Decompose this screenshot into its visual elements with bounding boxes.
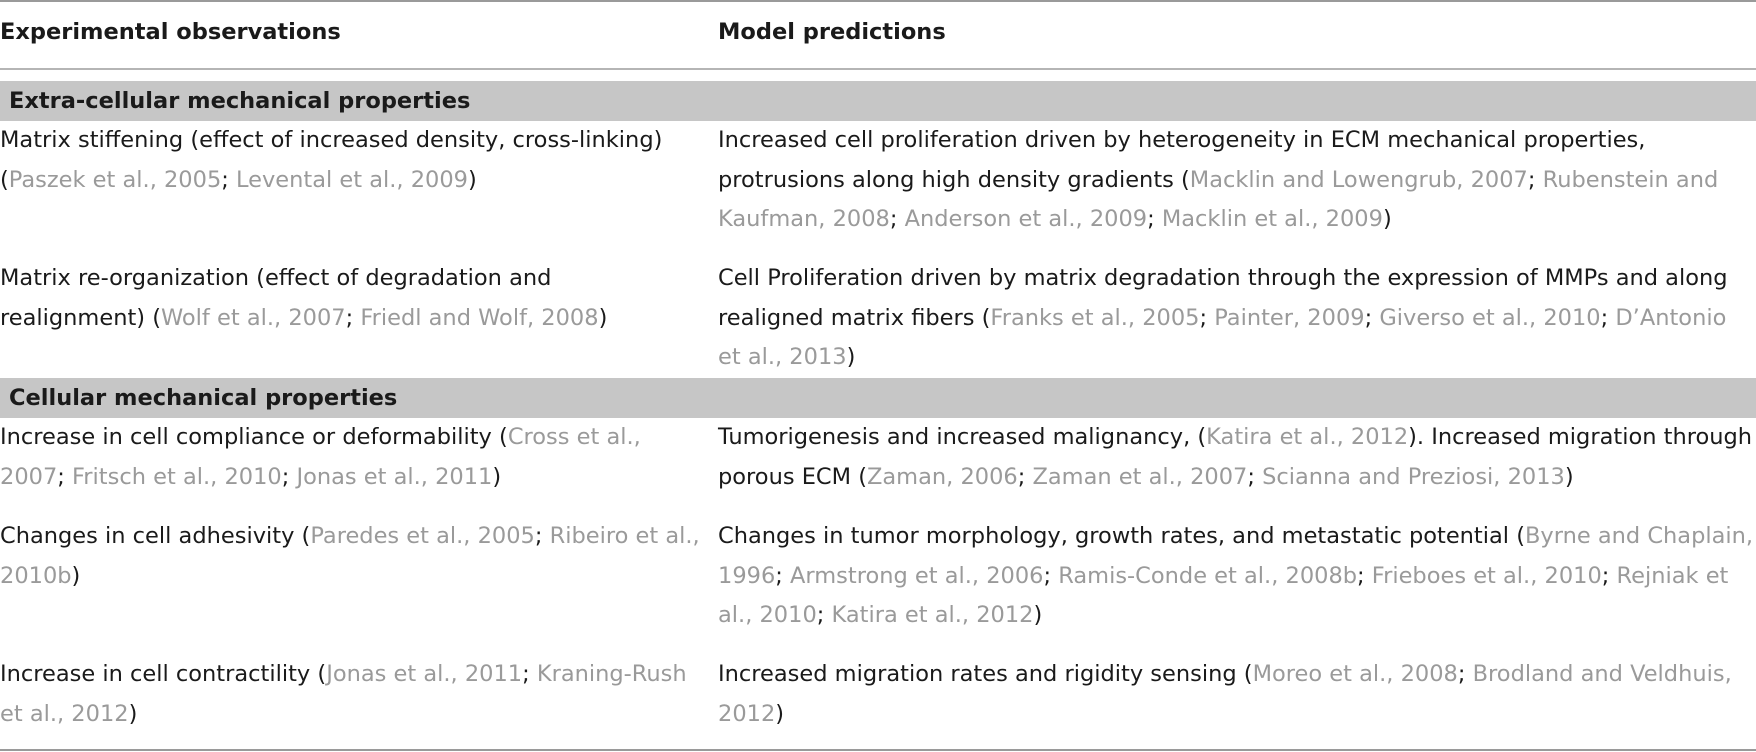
observation-cell: Increase in cell contractility (Jonas et… <box>0 655 700 734</box>
citation-link[interactable]: Jonas et al., 2011 <box>326 661 523 687</box>
cell-text: ; <box>1364 304 1380 331</box>
section-band: Cellular mechanical properties <box>0 378 1756 418</box>
citation-link[interactable]: Giverso et al., 2010 <box>1379 304 1601 331</box>
citation-link[interactable]: Moreo et al., 2008 <box>1252 661 1458 687</box>
cell-text: ) <box>1382 206 1392 232</box>
citation-link[interactable]: Frieboes et al., 2010 <box>1371 562 1602 589</box>
observation-cell: Matrix stiffening (effect of increased d… <box>0 121 700 200</box>
citation-link[interactable]: Zaman, 2006 <box>866 463 1018 490</box>
cell-text: ; <box>1147 206 1162 232</box>
cell-text: Increase in cell contractility ( <box>0 661 327 687</box>
section-title: Cellular mechanical properties <box>9 385 398 411</box>
citation-link[interactable]: Ribeiro et al., 2010b <box>0 523 700 589</box>
cell-text: ; <box>57 463 72 490</box>
cell-text: ; <box>522 661 537 687</box>
cell-text: ; <box>1457 661 1473 687</box>
cell-text: ; <box>1247 463 1263 490</box>
observation-cell: Matrix re-organization (effect of degrad… <box>0 259 700 338</box>
cell-text: ; <box>1527 166 1543 193</box>
cell-text: Increased migration rates and rigidity s… <box>718 661 1253 687</box>
citation-link[interactable]: Macklin and Lowengrub, 2007 <box>1189 166 1528 193</box>
cell-text: ) <box>492 463 502 490</box>
cell-text: ). Increased migration through porous EC… <box>718 424 1753 490</box>
citation-link[interactable]: Jonas et al., 2011 <box>296 463 493 490</box>
cell-text: ; <box>1199 304 1215 331</box>
citation-link[interactable]: Anderson et al., 2009 <box>904 206 1148 232</box>
citation-link[interactable]: Wolf et al., 2007 <box>160 304 346 331</box>
cell-text: ; <box>775 562 790 589</box>
citation-link[interactable]: Levental et al., 2009 <box>236 166 468 193</box>
citation-link[interactable]: Byrne and Chaplain, 1996 <box>718 523 1754 589</box>
citation-link[interactable]: D’Antonio et al., 2013 <box>718 304 1727 371</box>
header-rule <box>0 68 1756 70</box>
citation-link[interactable]: Painter, 2009 <box>1214 304 1365 331</box>
citation-link[interactable]: Rejniak et al., 2010 <box>718 562 1729 629</box>
cell-text: ) <box>1564 463 1574 490</box>
cell-text: Changes in tumor morphology, growth rate… <box>718 523 1525 549</box>
citation-link[interactable]: Fritsch et al., 2010 <box>72 463 282 490</box>
observation-cell: Increase in cell compliance or deformabi… <box>0 418 700 497</box>
cell-text: ; <box>221 166 236 193</box>
section-band: Extra-cellular mechanical properties <box>0 81 1756 121</box>
top-rule <box>0 0 1756 2</box>
citation-link[interactable]: Rubenstein and Kaufman, 2008 <box>718 166 1719 233</box>
cell-text: ; <box>1017 463 1033 490</box>
cell-text: ; <box>1601 562 1617 589</box>
bottom-rule <box>0 749 1756 751</box>
citation-link[interactable]: Scianna and Preziosi, 2013 <box>1262 463 1565 490</box>
observation-cell: Changes in cell adhesivity (Paredes et a… <box>0 517 700 596</box>
prediction-cell: Cell Proliferation driven by matrix degr… <box>718 259 1754 378</box>
citation-link[interactable]: Macklin et al., 2009 <box>1161 206 1383 232</box>
prediction-cell: Changes in tumor morphology, growth rate… <box>718 517 1754 636</box>
citation-link[interactable]: Paredes et al., 2005 <box>310 523 535 549</box>
column-header-predictions: Model predictions <box>718 19 946 45</box>
prediction-cell: Increased cell proliferation driven by h… <box>718 121 1754 240</box>
cell-text: ; <box>345 304 361 331</box>
cell-text: Changes in cell adhesivity ( <box>0 523 311 549</box>
citation-link[interactable]: Armstrong et al., 2006 <box>790 562 1044 589</box>
cell-text: Tumorigenesis and increased malignancy, … <box>718 424 1207 450</box>
cell-text: ) <box>598 304 608 331</box>
citation-link[interactable]: Franks et al., 2005 <box>990 304 1200 331</box>
cell-text: ) <box>775 700 785 727</box>
prediction-cell: Increased migration rates and rigidity s… <box>718 655 1754 734</box>
cell-text: ) <box>468 166 477 193</box>
cell-text: ; <box>1600 304 1616 331</box>
cell-text: ; <box>889 206 905 232</box>
citation-link[interactable]: Kraning-Rush et al., 2012 <box>0 661 687 727</box>
cell-text: Cell Proliferation driven by matrix degr… <box>718 265 1728 331</box>
citation-link[interactable]: Cross et al., 2007 <box>0 424 641 490</box>
cell-text: ) <box>1033 602 1043 628</box>
cell-text: ; <box>1357 562 1372 589</box>
citation-link[interactable]: Zaman et al., 2007 <box>1032 463 1248 490</box>
prediction-cell: Tumorigenesis and increased malignancy, … <box>718 418 1754 497</box>
cell-text: ; <box>1043 562 1059 589</box>
cell-text: ; <box>534 523 550 549</box>
citation-link[interactable]: Friedl and Wolf, 2008 <box>360 304 599 331</box>
cell-text: ; <box>281 463 297 490</box>
citation-link[interactable]: Katira et al., 2012 <box>831 602 1034 628</box>
cell-text: Matrix stiffening (effect of increased d… <box>0 127 663 193</box>
cell-text: Increased cell proliferation driven by h… <box>718 127 1646 193</box>
citation-link[interactable]: Katira et al., 2012 <box>1206 424 1409 450</box>
citation-link[interactable]: Paszek et al., 2005 <box>8 166 222 193</box>
citation-link[interactable]: Ramis-Conde et al., 2008b <box>1058 562 1358 589</box>
cell-text: Matrix re-organization (effect of degrad… <box>0 265 552 331</box>
cell-text: ) <box>71 562 81 589</box>
citation-link[interactable]: Brodland and Veldhuis, 2012 <box>718 661 1732 727</box>
cell-text: ) <box>846 344 856 370</box>
cell-text: ) <box>128 700 138 727</box>
column-header-observations: Experimental observations <box>0 19 341 45</box>
cell-text: Increase in cell compliance or deformabi… <box>0 424 508 450</box>
cell-text: ; <box>816 602 832 628</box>
section-title: Extra-cellular mechanical properties <box>9 88 471 114</box>
